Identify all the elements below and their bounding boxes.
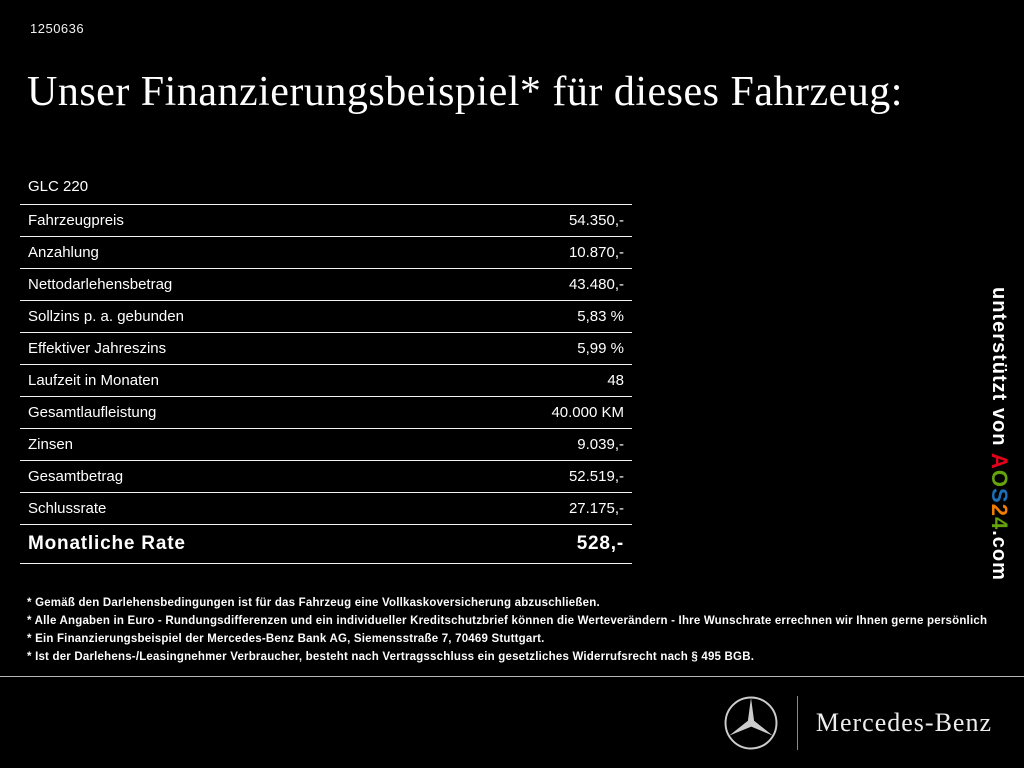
- aos-brand-letter: 2: [987, 503, 1012, 517]
- footnote: * Ist der Darlehens-/Leasingnehmer Verbr…: [27, 651, 755, 663]
- row-value: 5,83 %: [577, 308, 624, 325]
- finance-row: Sollzins p. a. gebunden 5,83 %: [20, 300, 632, 332]
- finance-row: Anzahlung 10.870,-: [20, 236, 632, 268]
- supported-by-watermark: unterstützt von AOS24.com: [986, 287, 1012, 581]
- row-value: 54.350,-: [568, 212, 624, 229]
- footnote: * Gemäß den Darlehensbedingungen ist für…: [27, 597, 600, 609]
- finance-row: Gesamtlaufleistung 40.000 KM: [20, 396, 632, 428]
- supported-by-text: unterstützt von: [988, 287, 1010, 453]
- page-title: Unser Finanzierungsbeispiel* für dieses …: [27, 69, 903, 115]
- aos-brand-letter: S: [987, 488, 1012, 504]
- finance-row: Fahrzeugpreis 54.350,-: [20, 204, 632, 236]
- row-label: Schlussrate: [28, 500, 107, 517]
- finance-table: GLC 220 Fahrzeugpreis 54.350,- Anzahlung 10…: [20, 170, 632, 564]
- monthly-rate-label: Monatliche Rate: [28, 533, 186, 554]
- footer-brand-bar: Mercedes-Benz: [0, 676, 1024, 768]
- row-value: 40.000 KM: [551, 404, 624, 421]
- aos-brand-suffix: .com: [988, 530, 1010, 581]
- model-name: GLC 220: [28, 178, 89, 195]
- mercedes-star-icon: [723, 695, 779, 751]
- row-value: 27.175,-: [568, 500, 624, 517]
- row-label: Gesamtlaufleistung: [28, 404, 157, 421]
- aos-brand-letter: O: [987, 469, 1012, 489]
- row-value: 48: [607, 372, 624, 389]
- finance-row: Laufzeit in Monaten 48: [20, 364, 632, 396]
- aos-brand: AOS24: [987, 453, 1012, 530]
- row-label: Sollzins p. a. gebunden: [28, 308, 184, 325]
- finance-row: Effektiver Jahreszins 5,99 %: [20, 332, 632, 364]
- row-value: 52.519,-: [568, 468, 624, 485]
- footnote: * Alle Angaben in Euro - Rundungsdiffere…: [27, 615, 988, 627]
- finance-row: Zinsen 9.039,-: [20, 428, 632, 460]
- document-id: 1250636: [30, 21, 85, 36]
- finance-row: Gesamtbetrag 52.519,-: [20, 460, 632, 492]
- finance-table-body: Fahrzeugpreis 54.350,- Anzahlung 10.870,- Ne…: [20, 204, 632, 524]
- row-label: Laufzeit in Monaten: [28, 372, 159, 389]
- footnotes: * Gemäß den Darlehensbedingungen ist für…: [27, 597, 992, 669]
- row-value: 5,99 %: [577, 340, 624, 357]
- row-label: Fahrzeugpreis: [28, 212, 124, 229]
- aos-brand-letter: 4: [987, 516, 1012, 531]
- row-label: Gesamtbetrag: [28, 468, 124, 485]
- row-label: Anzahlung: [28, 244, 99, 261]
- monthly-rate-row: Monatliche Rate 528,-: [20, 524, 632, 564]
- row-label: Nettodarlehensbetrag: [28, 276, 173, 293]
- footer-divider: [796, 695, 798, 750]
- row-label: Zinsen: [28, 436, 74, 453]
- row-value: 43.480,-: [568, 276, 624, 293]
- row-value: 10.870,-: [568, 244, 624, 261]
- aos-brand-letter: A: [987, 453, 1012, 470]
- monthly-rate-value: 528,-: [576, 533, 624, 554]
- finance-row: Schlussrate 27.175,-: [20, 492, 632, 524]
- footnote: * Ein Finanzierungsbeispiel der Mercedes…: [27, 633, 545, 645]
- finance-row: Nettodarlehensbetrag 43.480,-: [20, 268, 632, 300]
- row-label: Effektiver Jahreszins: [28, 340, 167, 357]
- mercedes-benz-wordmark: Mercedes-Benz: [815, 707, 992, 737]
- row-value: 9.039,-: [577, 436, 624, 453]
